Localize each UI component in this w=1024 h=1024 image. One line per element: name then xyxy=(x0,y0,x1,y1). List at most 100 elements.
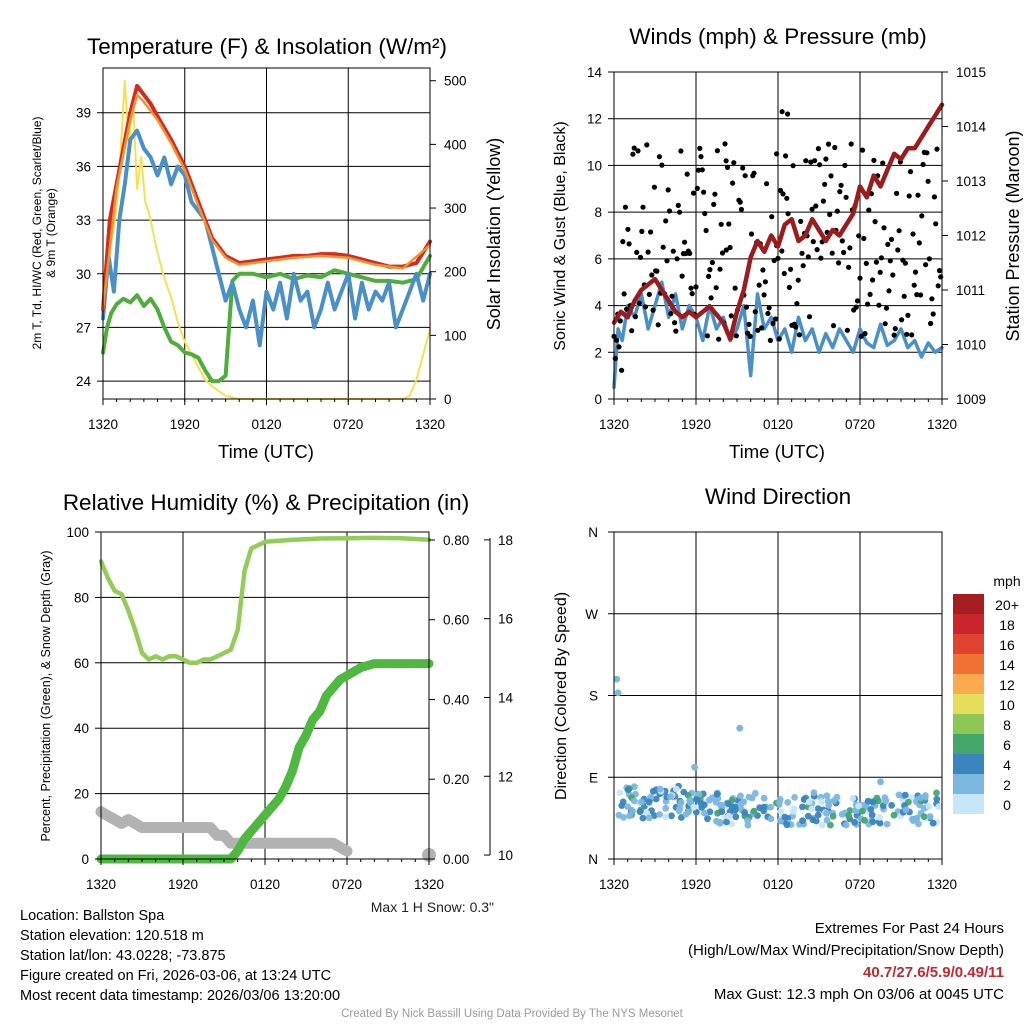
humidity-title: Relative Humidity (%) & Precipitation (i… xyxy=(63,490,469,515)
gust-point xyxy=(817,162,823,168)
max-gust: Max Gust: 12.3 mph On 03/06 at 0045 UTC xyxy=(713,986,1004,1003)
gust-point xyxy=(688,285,694,291)
gust-point xyxy=(814,247,820,253)
gust-point xyxy=(873,259,880,265)
gust-point xyxy=(642,304,649,310)
direction-point xyxy=(868,811,876,819)
gust-point xyxy=(666,208,673,214)
direction-point xyxy=(736,724,744,732)
dir-xtick-label: 1320 xyxy=(927,877,957,892)
temperature-ticks: 1320 1920 0120 0720 1320 24 27 30 33 36 39 0 100 200 3… xyxy=(76,74,467,432)
temp-xtick-label: 1320 xyxy=(415,417,445,432)
gust-point xyxy=(810,239,816,245)
gust-point xyxy=(779,109,785,115)
gust-point xyxy=(786,284,793,290)
gust-point xyxy=(838,182,844,188)
gust-point xyxy=(923,262,929,268)
gust-point xyxy=(723,158,729,164)
direction-point xyxy=(855,802,863,810)
direction-point xyxy=(752,789,759,797)
rh-ytick-label: 0 xyxy=(81,852,89,867)
pressure-ytick-label: 1009 xyxy=(956,392,986,407)
rh-ytick-label: 100 xyxy=(66,525,89,540)
snow-ytick-label: 18 xyxy=(498,533,513,548)
gust-point xyxy=(870,277,876,283)
gust-point xyxy=(820,198,827,204)
rh-xtick-label: 0720 xyxy=(332,877,362,892)
direction-point xyxy=(728,820,736,828)
gust-point xyxy=(854,298,861,304)
gust-point xyxy=(857,275,863,281)
direction-point xyxy=(818,821,826,829)
direction-point xyxy=(809,816,817,824)
gust-point xyxy=(865,301,871,307)
gust-point xyxy=(626,241,632,247)
direction-point xyxy=(691,763,699,771)
temp-series-2m-td xyxy=(101,253,432,384)
gust-point xyxy=(919,213,925,219)
gust-point xyxy=(904,331,910,337)
direction-point xyxy=(810,789,818,797)
dir-xtick-label: 1320 xyxy=(599,877,629,892)
gust-point xyxy=(663,218,669,224)
direction-point xyxy=(777,808,785,815)
direction-point xyxy=(614,689,622,697)
gust-point xyxy=(761,292,767,298)
temperature-grid xyxy=(103,68,430,399)
gust-point xyxy=(902,260,909,266)
direction-point xyxy=(869,798,877,805)
gust-point xyxy=(834,208,840,214)
gust-point xyxy=(675,202,681,208)
direction-point xyxy=(682,811,690,818)
direction-point xyxy=(680,788,688,796)
direction-point xyxy=(737,800,745,808)
temperature-title: Temperature (F) & Insolation (W/m²) xyxy=(87,34,447,59)
gust-point xyxy=(755,327,761,333)
gust-point xyxy=(742,173,748,179)
gust-point xyxy=(708,295,714,301)
gust-point xyxy=(928,320,934,327)
direction-point xyxy=(882,797,890,805)
gust-point xyxy=(815,146,822,152)
gust-point xyxy=(822,181,828,187)
temperature-ylabel-2: & 9m T (Orange) xyxy=(44,188,58,278)
gust-point xyxy=(793,324,799,330)
direction-point xyxy=(781,813,789,821)
direction-point xyxy=(869,818,877,826)
direction-point xyxy=(750,807,758,815)
gust-point xyxy=(702,210,708,217)
gust-point xyxy=(719,250,726,256)
direction-point xyxy=(760,803,768,811)
gust-point xyxy=(906,193,912,199)
direction-point xyxy=(706,796,713,804)
direction-point xyxy=(888,802,895,809)
gust-point xyxy=(756,282,762,288)
gust-point xyxy=(856,233,862,239)
gust-point xyxy=(853,304,859,310)
gust-point xyxy=(809,206,815,212)
direction-point xyxy=(645,798,653,806)
direction-point xyxy=(783,821,791,829)
direction-point xyxy=(712,798,720,806)
dir-ytick-label: N xyxy=(588,525,598,540)
gust-point xyxy=(909,332,915,338)
gust-point xyxy=(660,244,666,250)
wind-ylabel: Sonic Wind & Gust (Blue, Black) xyxy=(552,121,569,350)
gust-point xyxy=(656,154,663,160)
gust-point xyxy=(655,322,661,328)
direction-point xyxy=(915,820,922,828)
gust-point xyxy=(693,284,699,290)
gust-point xyxy=(770,320,776,327)
station-elevation: Station elevation: 120.518 m xyxy=(20,928,204,944)
direction-point xyxy=(827,821,834,829)
gust-point xyxy=(892,326,898,332)
speed-legend: mph 20+ 18 16 14 12 10 8 6 4 2 0 xyxy=(953,573,1021,814)
extremes-info: Extremes For Past 24 Hours (High/Low/Max… xyxy=(688,918,1004,1006)
solar-ytick-label: 300 xyxy=(444,201,467,216)
gust-point xyxy=(846,264,852,270)
direction-point xyxy=(677,799,685,806)
direction-point xyxy=(675,807,683,815)
temp-ytick-label: 39 xyxy=(76,106,91,121)
temperature-ylabel-1: 2m T, Td, HI/WC (Red, Green, Scarlet/Blu… xyxy=(30,117,44,350)
gust-point xyxy=(841,249,847,256)
